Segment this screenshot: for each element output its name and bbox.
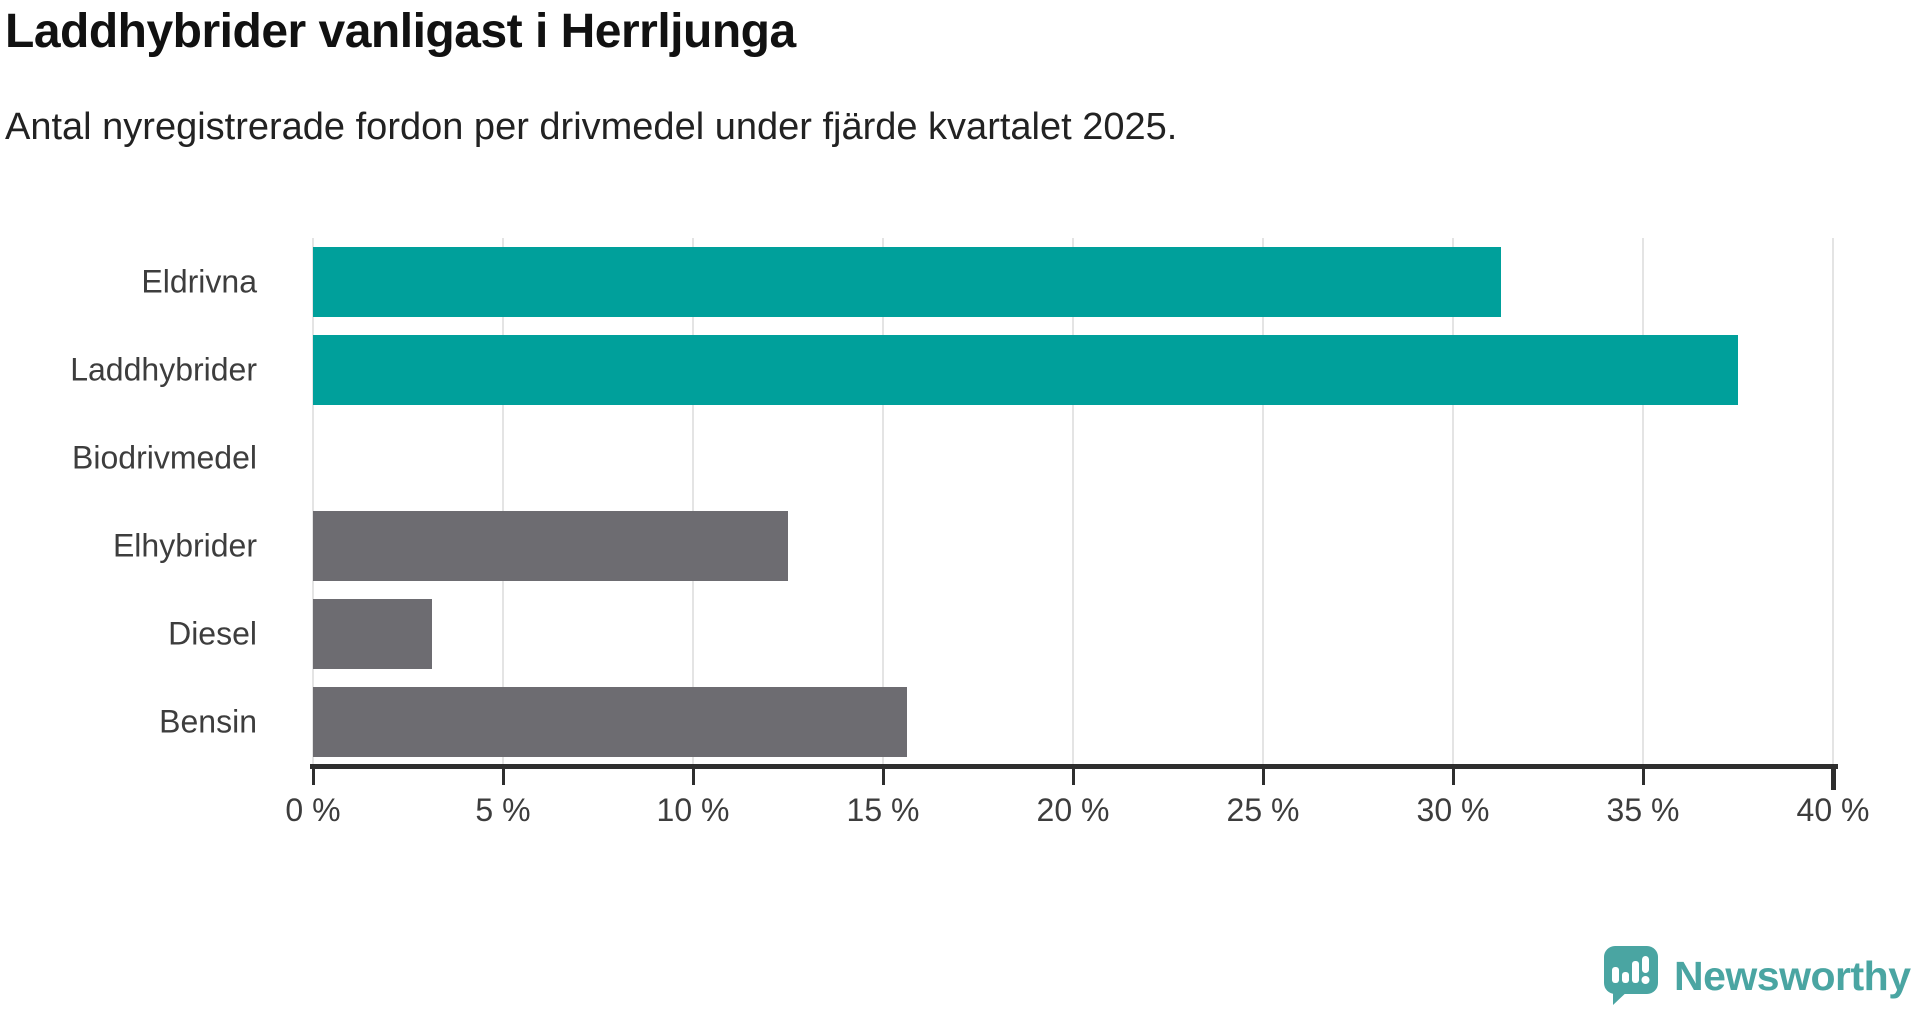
x-axis-tick-label: 20 % <box>1036 792 1110 828</box>
x-axis-tick <box>691 769 695 785</box>
x-axis-tick <box>1451 769 1455 785</box>
category-label: Eldrivna <box>141 263 257 300</box>
chart-title: Laddhybrider vanligast i Herrljunga <box>5 5 796 58</box>
category-label: Laddhybrider <box>70 351 257 388</box>
x-axis-tick <box>1261 769 1265 785</box>
bar <box>313 247 1501 317</box>
bar <box>313 511 788 581</box>
category-label: Bensin <box>159 703 257 740</box>
bar <box>313 335 1738 405</box>
category-label: Diesel <box>168 615 257 652</box>
gridline <box>1072 238 1074 764</box>
x-axis-tick-label: 40 % <box>1796 792 1870 828</box>
newsworthy-bubble-chart-icon <box>1604 946 1658 1005</box>
category-label: Biodrivmedel <box>72 439 257 476</box>
x-axis-end-tick <box>1831 764 1836 790</box>
x-axis-tick <box>881 769 885 785</box>
x-axis-tick-label: 5 % <box>475 792 531 828</box>
plot-area <box>310 238 1838 790</box>
chart-subtitle: Antal nyregistrerade fordon per drivmede… <box>5 106 1178 148</box>
gridline <box>1832 238 1834 764</box>
gridline <box>1452 238 1454 764</box>
x-axis-tick-label: 30 % <box>1416 792 1490 828</box>
gridline <box>502 238 504 764</box>
bar <box>313 599 432 669</box>
x-axis-line <box>310 764 1838 769</box>
x-axis-tick-label: 15 % <box>846 792 920 828</box>
x-axis: 0 % 5 % 10 % 15 % 20 % 25 % 30 % 35 % 40 % <box>285 764 1869 854</box>
newsworthy-logo-text: Newsworthy <box>1674 952 1911 999</box>
gridline <box>692 238 694 764</box>
x-axis-tick-label: 35 % <box>1606 792 1680 828</box>
gridline <box>882 238 884 764</box>
y-axis-labels: Eldrivna Laddhybrider Biodrivmedel Elhybrid… <box>0 238 285 766</box>
bar <box>313 687 907 757</box>
gridline <box>312 238 314 764</box>
x-axis-tick-label: 0 % <box>285 792 341 828</box>
x-axis-tick <box>1071 769 1075 785</box>
x-axis-tick <box>1641 769 1645 785</box>
x-axis-tick <box>311 769 315 785</box>
gridline <box>1262 238 1264 764</box>
x-axis-tick-label: 25 % <box>1226 792 1300 828</box>
x-axis-tick <box>501 769 505 785</box>
newsworthy-logo: Newsworthy <box>1604 946 1911 1006</box>
x-axis-tick-label: 10 % <box>656 792 730 828</box>
category-label: Elhybrider <box>112 527 257 564</box>
gridline <box>1642 238 1644 764</box>
